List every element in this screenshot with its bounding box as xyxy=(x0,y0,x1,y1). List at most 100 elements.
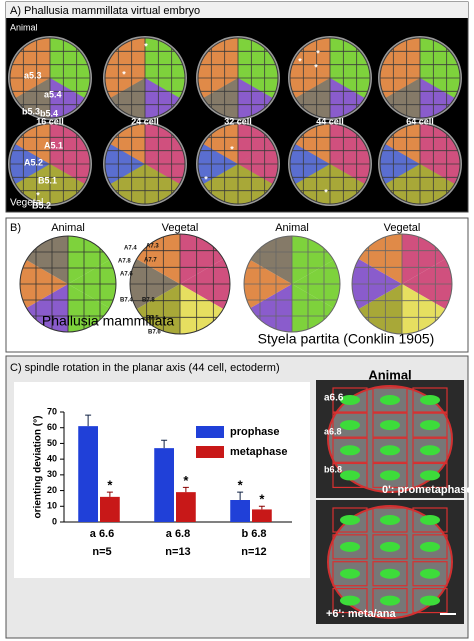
error-bar xyxy=(237,491,244,500)
spindle xyxy=(420,420,440,431)
cell-label: B5.2 xyxy=(32,200,51,210)
spindle xyxy=(380,395,400,405)
embryo-outline xyxy=(197,37,279,119)
embryo-outline xyxy=(129,233,231,335)
asterisk: * xyxy=(144,41,148,51)
spindle xyxy=(380,445,400,456)
cell-label: a6.8 xyxy=(324,426,342,436)
cell xyxy=(372,462,408,489)
y-tick-label: 20 xyxy=(47,485,57,495)
spindle xyxy=(420,470,440,481)
bar xyxy=(100,496,120,522)
y-axis-label: orienting deviation (°) xyxy=(33,416,44,519)
species-name: Styela partita (Conklin 1905) xyxy=(258,331,435,347)
cell xyxy=(332,534,368,560)
cell-label: B7.8 xyxy=(142,298,155,304)
embryo-outline xyxy=(289,37,371,119)
cell-label: b5.4 xyxy=(40,108,58,118)
spindle xyxy=(420,445,440,456)
spindle xyxy=(380,568,400,579)
cell xyxy=(332,412,368,438)
cell xyxy=(372,387,408,413)
spindle xyxy=(340,568,360,579)
x-tick-label: b 6.8 xyxy=(241,528,266,540)
spindle xyxy=(420,541,440,552)
caption: 0': prometaphase xyxy=(382,484,473,496)
significance-marker: * xyxy=(107,478,113,493)
cell-label: a5.4 xyxy=(44,89,62,99)
cell xyxy=(332,437,368,463)
species-name: Phallusia mammillata xyxy=(42,313,174,329)
spindle xyxy=(340,420,360,431)
error-bar xyxy=(161,439,168,449)
y-tick-label: 10 xyxy=(47,501,57,511)
vegetal-label: Vegetal xyxy=(384,222,421,234)
bar xyxy=(230,500,250,522)
cell-label: A7.7 xyxy=(144,258,157,264)
y-tick-label: 30 xyxy=(47,469,57,479)
embryo-outline xyxy=(351,233,453,335)
panel-a-header xyxy=(6,2,468,18)
panel-b-images xyxy=(18,232,454,336)
asterisk: * xyxy=(204,174,208,184)
embryo-outline xyxy=(379,123,461,205)
stage-label: 44 cell xyxy=(316,116,344,126)
cell xyxy=(412,507,448,533)
panel-a-title: A) Phallusia mammillata virtual embryo xyxy=(10,5,200,17)
cell xyxy=(412,387,448,413)
embryo-outline xyxy=(289,123,371,205)
spindle xyxy=(340,445,360,456)
embryo-outline xyxy=(379,37,461,119)
cell xyxy=(332,387,368,413)
asterisk: * xyxy=(298,56,302,66)
animal-label: Animal xyxy=(51,222,85,234)
error-bar xyxy=(85,414,92,427)
y-tick-label: 40 xyxy=(47,454,57,464)
cell-label: A5.2 xyxy=(24,157,43,167)
embryo-outline xyxy=(9,37,91,119)
error-bar xyxy=(106,491,113,497)
n-label: n=13 xyxy=(165,546,190,558)
spindle xyxy=(420,595,440,606)
bar xyxy=(78,426,98,522)
embryo-outline xyxy=(104,123,186,205)
panel-a-images xyxy=(8,36,462,206)
legend-label: prophase xyxy=(230,426,280,438)
microscopy-images xyxy=(316,380,464,624)
n-label: n=12 xyxy=(241,546,266,558)
error-bar xyxy=(182,486,189,493)
vegetal-label: Vegetal xyxy=(10,198,43,209)
cell xyxy=(412,437,448,463)
cell-label: A7.6 xyxy=(120,272,133,278)
asterisk: * xyxy=(314,62,318,72)
animal-label: Animal xyxy=(368,367,411,382)
cell xyxy=(412,587,448,614)
cell xyxy=(412,561,448,587)
significance-marker: * xyxy=(259,492,265,507)
spindle xyxy=(340,515,360,525)
cell-label: B5.1 xyxy=(38,175,57,185)
y-tick-label: 0 xyxy=(52,516,57,526)
y-tick-label: 70 xyxy=(47,406,57,416)
cell-label: b5.3 xyxy=(22,106,40,116)
bar xyxy=(252,509,272,522)
spindle xyxy=(340,541,360,552)
asterisk: * xyxy=(324,187,328,197)
spindle xyxy=(380,420,400,431)
cell xyxy=(412,412,448,438)
stage-label: 32 cell xyxy=(224,116,252,126)
cell-label: b6.8 xyxy=(324,464,342,474)
cell xyxy=(372,587,408,614)
spindle xyxy=(340,395,360,405)
cell xyxy=(372,507,408,533)
cell-label: A5.1 xyxy=(44,140,63,150)
cell xyxy=(412,534,448,560)
spindle xyxy=(380,470,400,481)
animal-label: Animal xyxy=(10,22,38,32)
x-tick-label: a 6.6 xyxy=(90,528,114,540)
asterisk: * xyxy=(36,190,40,200)
stage-label: 24 cell xyxy=(131,116,159,126)
cell-label: A7.4 xyxy=(124,246,137,252)
